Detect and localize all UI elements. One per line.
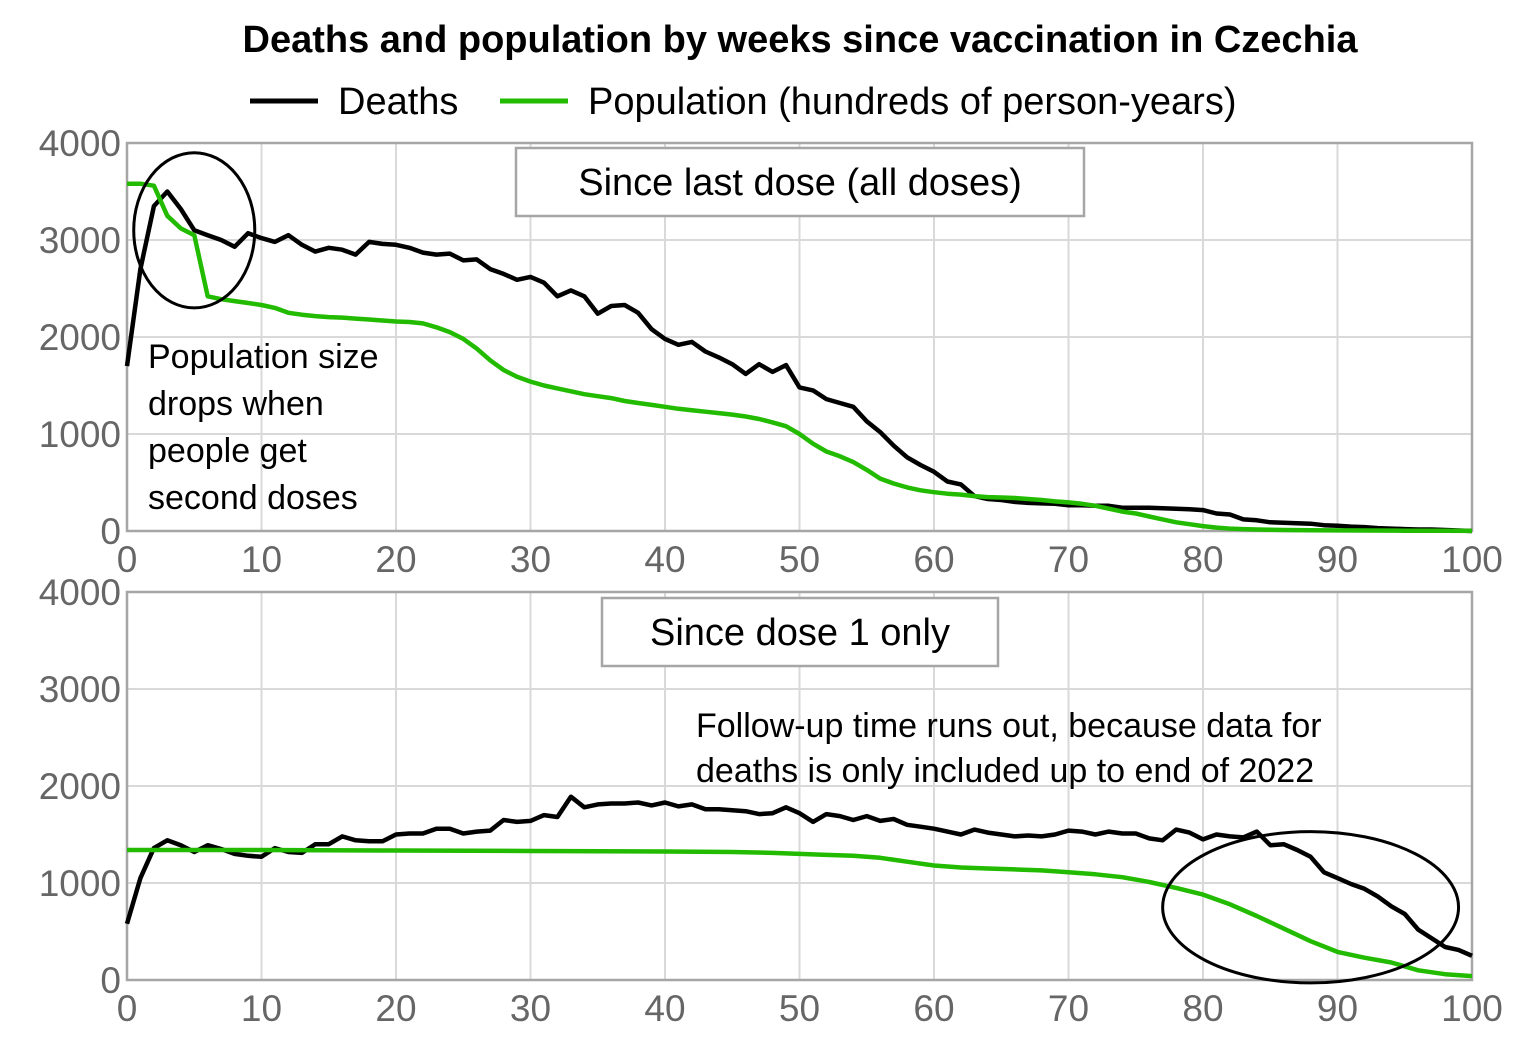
x-tick-label: 50 xyxy=(779,539,820,580)
x-tick-label: 0 xyxy=(117,988,138,1029)
x-tick-label: 100 xyxy=(1441,539,1503,580)
panel-label: Since last dose (all doses) xyxy=(578,162,1022,204)
series-line-population xyxy=(127,847,1473,979)
legend: Deaths Population (hundreds of person-ye… xyxy=(250,81,1237,123)
x-tick-label: 50 xyxy=(779,988,820,1029)
y-tick-label: 2000 xyxy=(39,766,121,807)
annotation-ellipse xyxy=(1161,830,1461,985)
annotation-text-line: Population size xyxy=(148,338,379,376)
x-tick-label: 60 xyxy=(913,988,954,1029)
series-line-population xyxy=(127,181,1473,534)
chart-title: Deaths and population by weeks since vac… xyxy=(243,19,1359,61)
panel-label-box xyxy=(514,146,1086,218)
annotation-text-line: Follow-up time runs out, because data fo… xyxy=(696,707,1322,745)
y-tick-label: 3000 xyxy=(39,669,121,710)
y-tick-label: 4000 xyxy=(39,572,121,613)
x-tick-label: 10 xyxy=(241,539,282,580)
y-tick-label: 1000 xyxy=(39,414,121,455)
annotation-ellipse xyxy=(132,151,257,310)
x-tick-label: 0 xyxy=(117,539,138,580)
x-tick-label: 30 xyxy=(510,539,551,580)
x-tick-label: 20 xyxy=(375,988,416,1029)
panel-since-dose-1: 0 10 20 30 40 50 60 70 80 90 10001000200030004000S… xyxy=(39,572,1503,1029)
y-tick-label: 1000 xyxy=(39,863,121,904)
y-tick-label: 2000 xyxy=(39,317,121,358)
legend-label-population: Population (hundreds of person-years) xyxy=(588,81,1237,123)
y-tick-label: 0 xyxy=(100,960,121,1001)
plot-frame xyxy=(125,141,1474,533)
x-tick-label: 60 xyxy=(913,539,954,580)
x-tick-label: 100 xyxy=(1441,988,1503,1029)
x-tick-label: 10 xyxy=(241,988,282,1029)
legend-label-deaths: Deaths xyxy=(338,81,458,123)
y-tick-label: 0 xyxy=(100,511,121,552)
annotation-text-line: people get xyxy=(148,432,307,470)
panel-label-box xyxy=(600,596,1000,668)
series-line-deaths xyxy=(124,189,1473,534)
x-tick-label: 90 xyxy=(1317,539,1358,580)
x-tick-label: 20 xyxy=(375,539,416,580)
x-tick-label: 40 xyxy=(644,988,685,1029)
x-tick-label: 70 xyxy=(1048,539,1089,580)
series-line-deaths xyxy=(124,794,1473,958)
annotation-text-line: deaths is only included up to end of 202… xyxy=(696,752,1314,790)
annotation-text-line: drops when xyxy=(148,385,324,423)
plot-frame xyxy=(125,590,1474,982)
panel-label: Since dose 1 only xyxy=(650,612,950,654)
annotation-text-line: second doses xyxy=(148,479,358,517)
x-tick-label: 40 xyxy=(644,539,685,580)
x-tick-label: 80 xyxy=(1182,539,1223,580)
x-tick-label: 80 xyxy=(1182,988,1223,1029)
x-tick-label: 30 xyxy=(510,988,551,1029)
x-tick-label: 90 xyxy=(1317,988,1358,1029)
x-tick-label: 70 xyxy=(1048,988,1089,1029)
panel-since-last-dose: 0 10 20 30 40 50 60 70 80 90 10001000200030004000S… xyxy=(39,123,1503,580)
y-tick-label: 3000 xyxy=(39,220,121,261)
y-tick-label: 4000 xyxy=(39,123,121,164)
